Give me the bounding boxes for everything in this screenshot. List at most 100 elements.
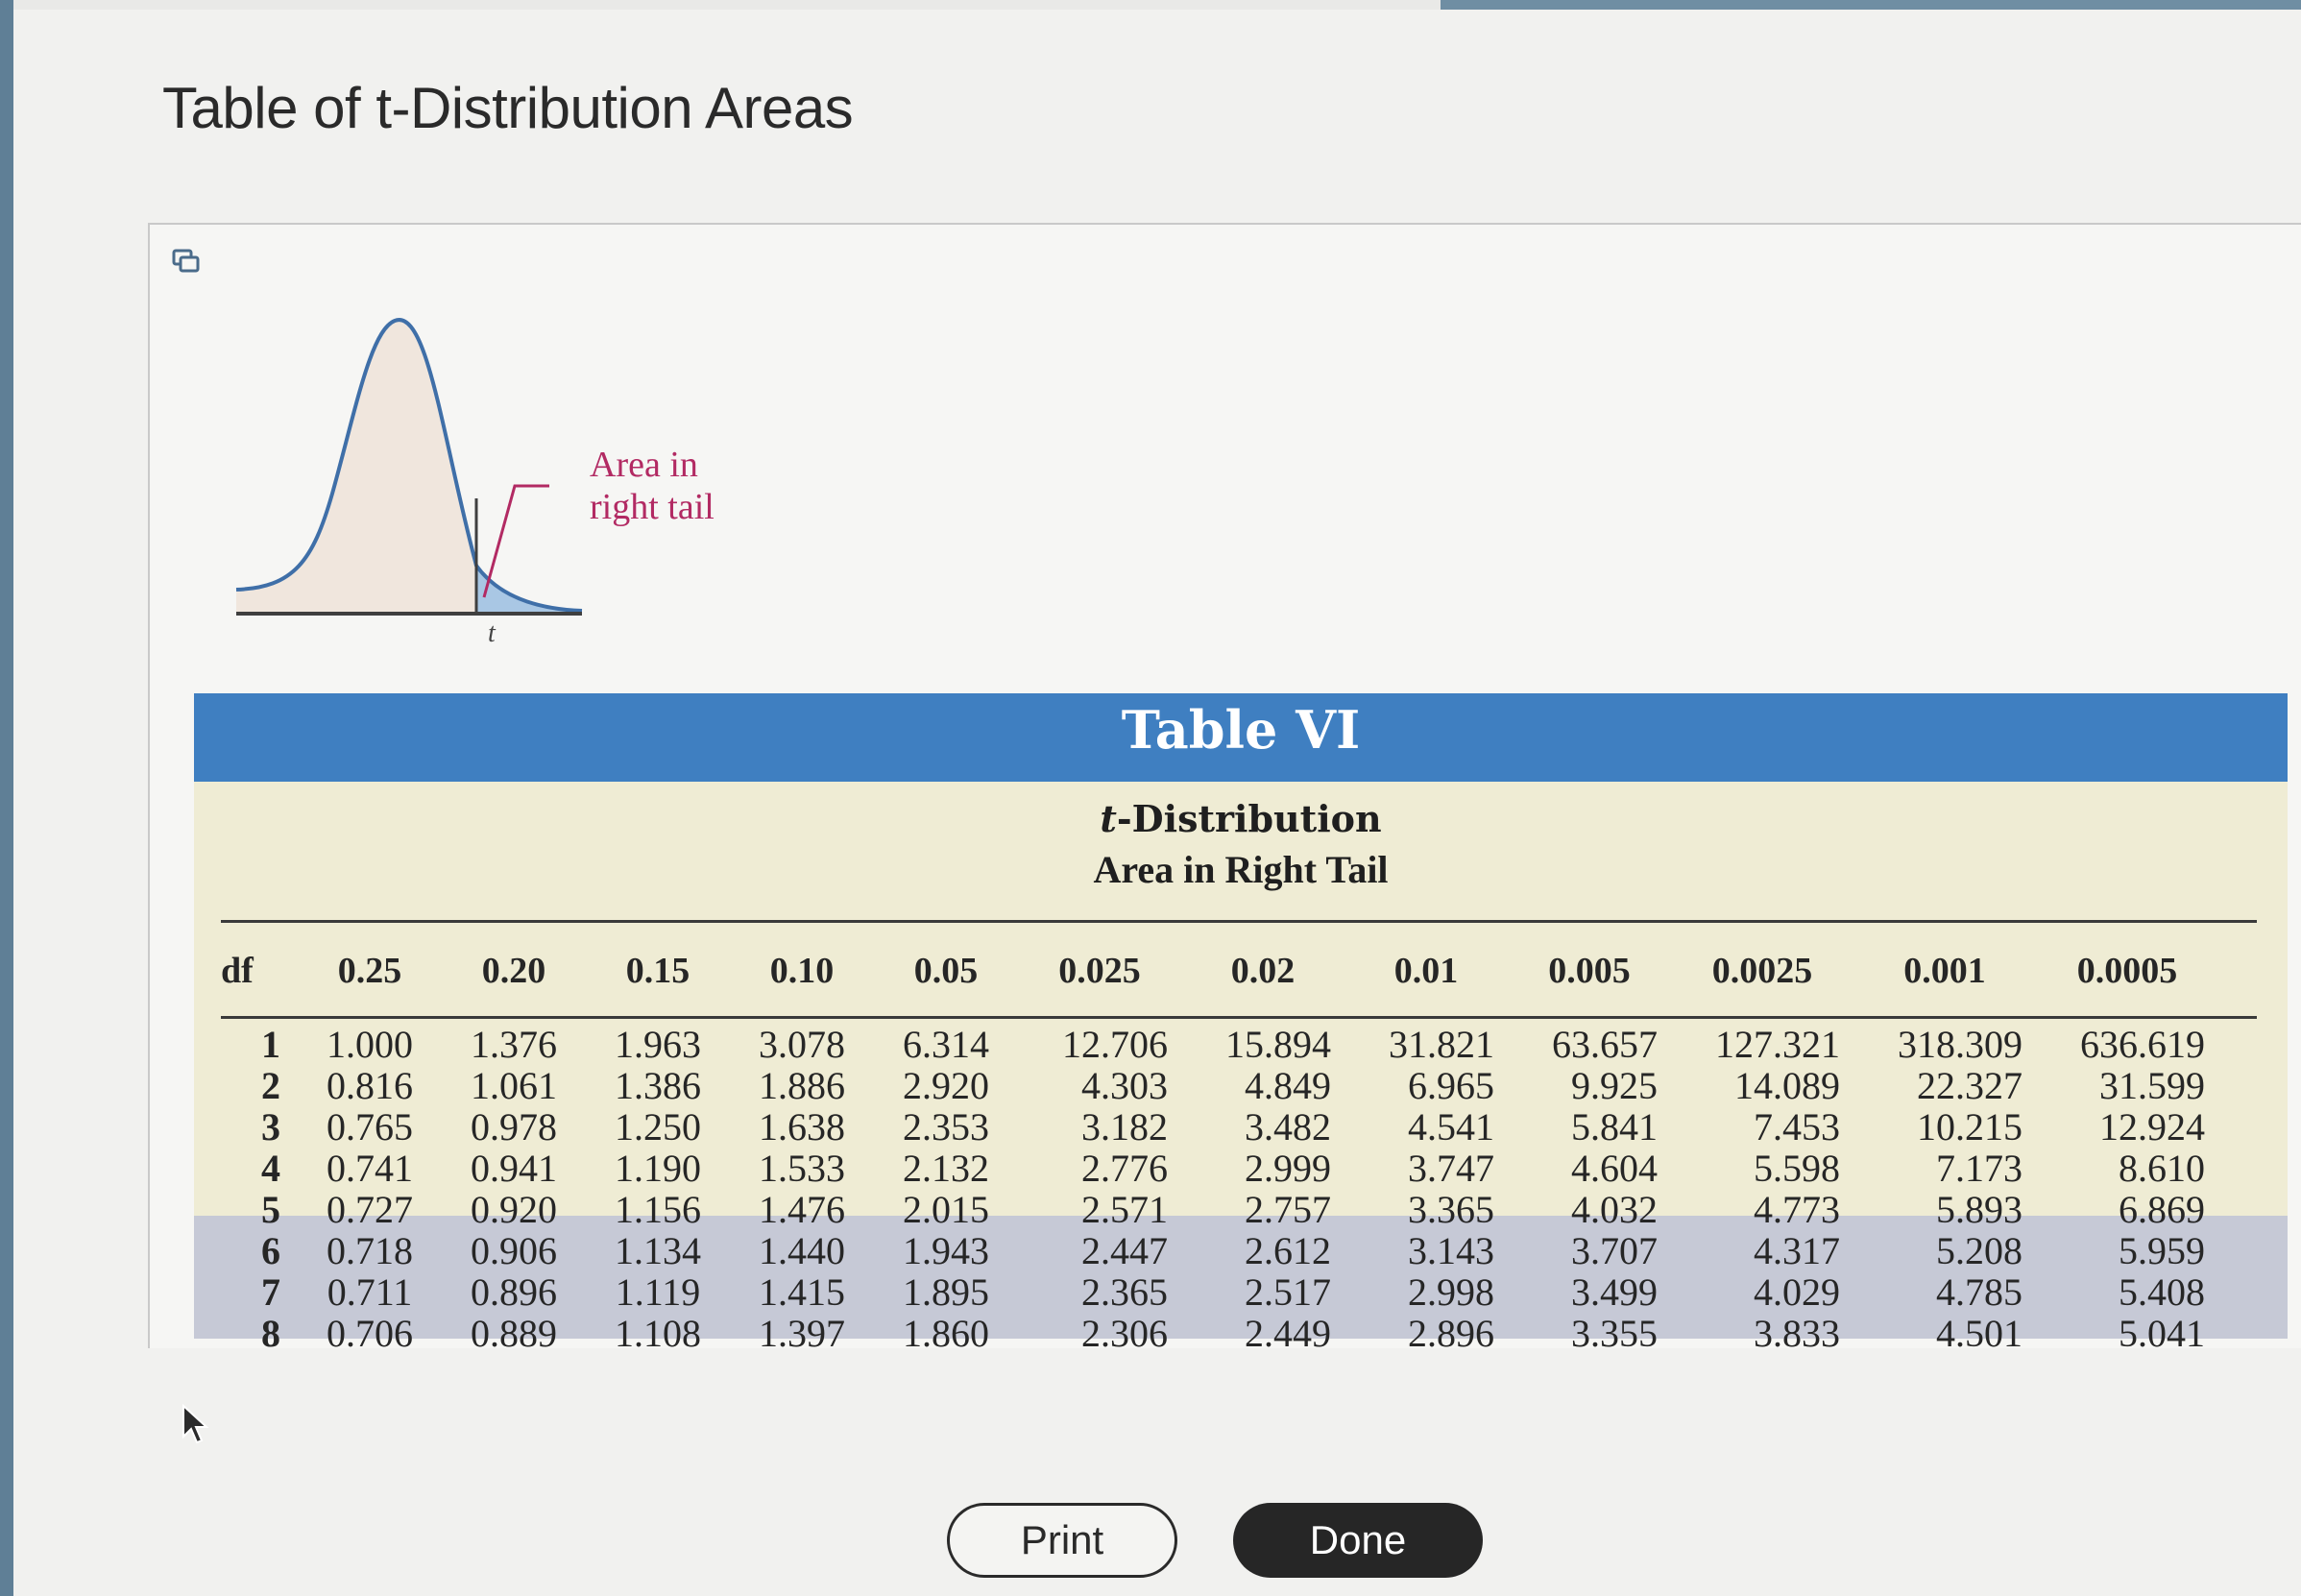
table-cell: 2.365 (1081, 1270, 1168, 1314)
table-cell: 4.317 (1754, 1229, 1840, 1272)
curve-line (235, 318, 583, 613)
table-cell: 1.376 (471, 1023, 557, 1066)
t-distribution-table: df 0.25 0.20 0.15 0.10 0.05 0.025 0.02 0.01 0.00… (221, 931, 2218, 1354)
table-cell: 1.533 (759, 1147, 845, 1190)
table-cell: 31.599 (2099, 1064, 2205, 1107)
curve-body-fill (236, 320, 476, 614)
table-cell: 6.314 (903, 1023, 989, 1066)
table-cell: 14.089 (1734, 1064, 1840, 1107)
table-cell: 1.415 (759, 1270, 845, 1314)
df-cell: 4 (261, 1147, 280, 1190)
table-cell: 12.924 (2099, 1105, 2205, 1149)
table-number: Table VI (1121, 699, 1361, 761)
table-cell: 4.029 (1754, 1270, 1840, 1314)
table-cell: 5.841 (1571, 1105, 1658, 1149)
mouse-pointer-icon (182, 1404, 209, 1444)
table-cell: 3.482 (1245, 1105, 1331, 1149)
table-cell: 0.711 (327, 1270, 413, 1314)
table-lower-shaded-band (194, 1216, 2288, 1339)
table-cell: 2.571 (1081, 1188, 1168, 1231)
table-cell: 2.517 (1245, 1270, 1331, 1314)
table-cell: 1.386 (615, 1064, 701, 1107)
column-header: 0.02 (1230, 951, 1296, 991)
table-row: 5 0.727 0.920 1.156 1.476 2.015 2.571 2.757 3.36… (221, 1189, 2218, 1230)
table-cell: 1.440 (759, 1229, 845, 1272)
copy-icon[interactable] (171, 248, 202, 275)
t-distribution-table-image: Table VI t-Distribution Area in Right Ta… (194, 693, 2288, 1354)
table-cell: 2.353 (903, 1105, 989, 1149)
table-title-band: Table VI (194, 693, 2288, 782)
table-cell: 127.321 (1715, 1023, 1840, 1066)
column-header: 0.20 (481, 951, 546, 991)
table-cell: 1.397 (759, 1312, 845, 1355)
table-cell: 636.619 (2080, 1023, 2205, 1066)
table-cell: 318.309 (1898, 1023, 2022, 1066)
table-cell: 1.638 (759, 1105, 845, 1149)
table-cell: 8.610 (2119, 1147, 2205, 1190)
table-rule-header (221, 1016, 2257, 1019)
table-cell: 2.920 (903, 1064, 989, 1107)
table-cell: 4.849 (1245, 1064, 1331, 1107)
table-cell: 2.896 (1408, 1312, 1494, 1355)
table-cell: 0.920 (471, 1188, 557, 1231)
table-cell: 4.303 (1081, 1064, 1168, 1107)
df-cell: 2 (261, 1064, 280, 1107)
column-header: 0.15 (625, 951, 690, 991)
table-row: 6 0.718 0.906 1.134 1.440 1.943 2.447 2.612 3.14… (221, 1230, 2218, 1271)
table-cell: 3.355 (1571, 1312, 1658, 1355)
table-cell: 1.860 (903, 1312, 989, 1355)
table-cell: 7.453 (1754, 1105, 1840, 1149)
column-header: 0.01 (1393, 951, 1459, 991)
table-cell: 3.833 (1754, 1312, 1840, 1355)
column-header: 0.05 (913, 951, 979, 991)
df-cell: 6 (261, 1229, 280, 1272)
done-button[interactable]: Done (1233, 1503, 1483, 1578)
table-cell: 5.598 (1754, 1147, 1840, 1190)
table-cell: 0.718 (327, 1229, 413, 1272)
area-label-line2: right tail (590, 487, 715, 527)
table-cell: 1.119 (615, 1270, 701, 1314)
table-cell: 63.657 (1552, 1023, 1658, 1066)
area-pointer-line (482, 484, 549, 598)
print-button[interactable]: Print (947, 1503, 1177, 1578)
table-cell: 5.893 (1936, 1188, 2022, 1231)
table-cell: 12.706 (1062, 1023, 1168, 1066)
table-cell: 5.041 (2119, 1312, 2205, 1355)
table-cell: 3.182 (1081, 1105, 1168, 1149)
table-row: 4 0.741 0.941 1.190 1.533 2.132 2.776 2.999 3.74… (221, 1148, 2218, 1189)
table-cell: 0.941 (471, 1147, 557, 1190)
table-body: 1 1.000 1.376 1.963 3.078 6.314 12.706 15.894 31… (221, 1010, 2218, 1354)
df-cell: 5 (261, 1188, 280, 1231)
table-cell: 0.896 (471, 1270, 557, 1314)
df-header: df (221, 951, 254, 991)
table-cell: 2.757 (1245, 1188, 1331, 1231)
column-header: 0.005 (1548, 951, 1631, 991)
table-cell: 0.741 (327, 1147, 413, 1190)
area-in-right-tail-label: Area in right tail (590, 444, 715, 528)
table-cell: 0.906 (471, 1229, 557, 1272)
table-cell: 5.959 (2119, 1229, 2205, 1272)
table-cell: 3.747 (1408, 1147, 1494, 1190)
table-cell: 1.476 (759, 1188, 845, 1231)
table-cell: 22.327 (1917, 1064, 2022, 1107)
table-cell: 31.821 (1389, 1023, 1494, 1066)
table-cell: 2.449 (1245, 1312, 1331, 1355)
t-axis-label: t (488, 618, 496, 648)
table-cell: 0.765 (327, 1105, 413, 1149)
table-cell: 0.816 (327, 1064, 413, 1107)
table-cell: 6.869 (2119, 1188, 2205, 1231)
dialog-title: Table of t-Distribution Areas (162, 76, 854, 140)
table-cell: 1.190 (615, 1147, 701, 1190)
table-rule-top (221, 920, 2257, 923)
table-cell: 1.108 (615, 1312, 701, 1355)
table-subtitle-rest: -Distribution (1116, 797, 1382, 840)
table-cell: 2.447 (1081, 1229, 1168, 1272)
table-cell: 0.889 (471, 1312, 557, 1355)
df-cell: 8 (261, 1312, 280, 1355)
table-cell: 1.061 (471, 1064, 557, 1107)
window-left-edge (0, 0, 13, 1596)
table-cell: 2.999 (1245, 1147, 1331, 1190)
area-label-line1: Area in (590, 445, 698, 485)
table-cell: 4.541 (1408, 1105, 1494, 1149)
table-cell: 1.000 (327, 1023, 413, 1066)
